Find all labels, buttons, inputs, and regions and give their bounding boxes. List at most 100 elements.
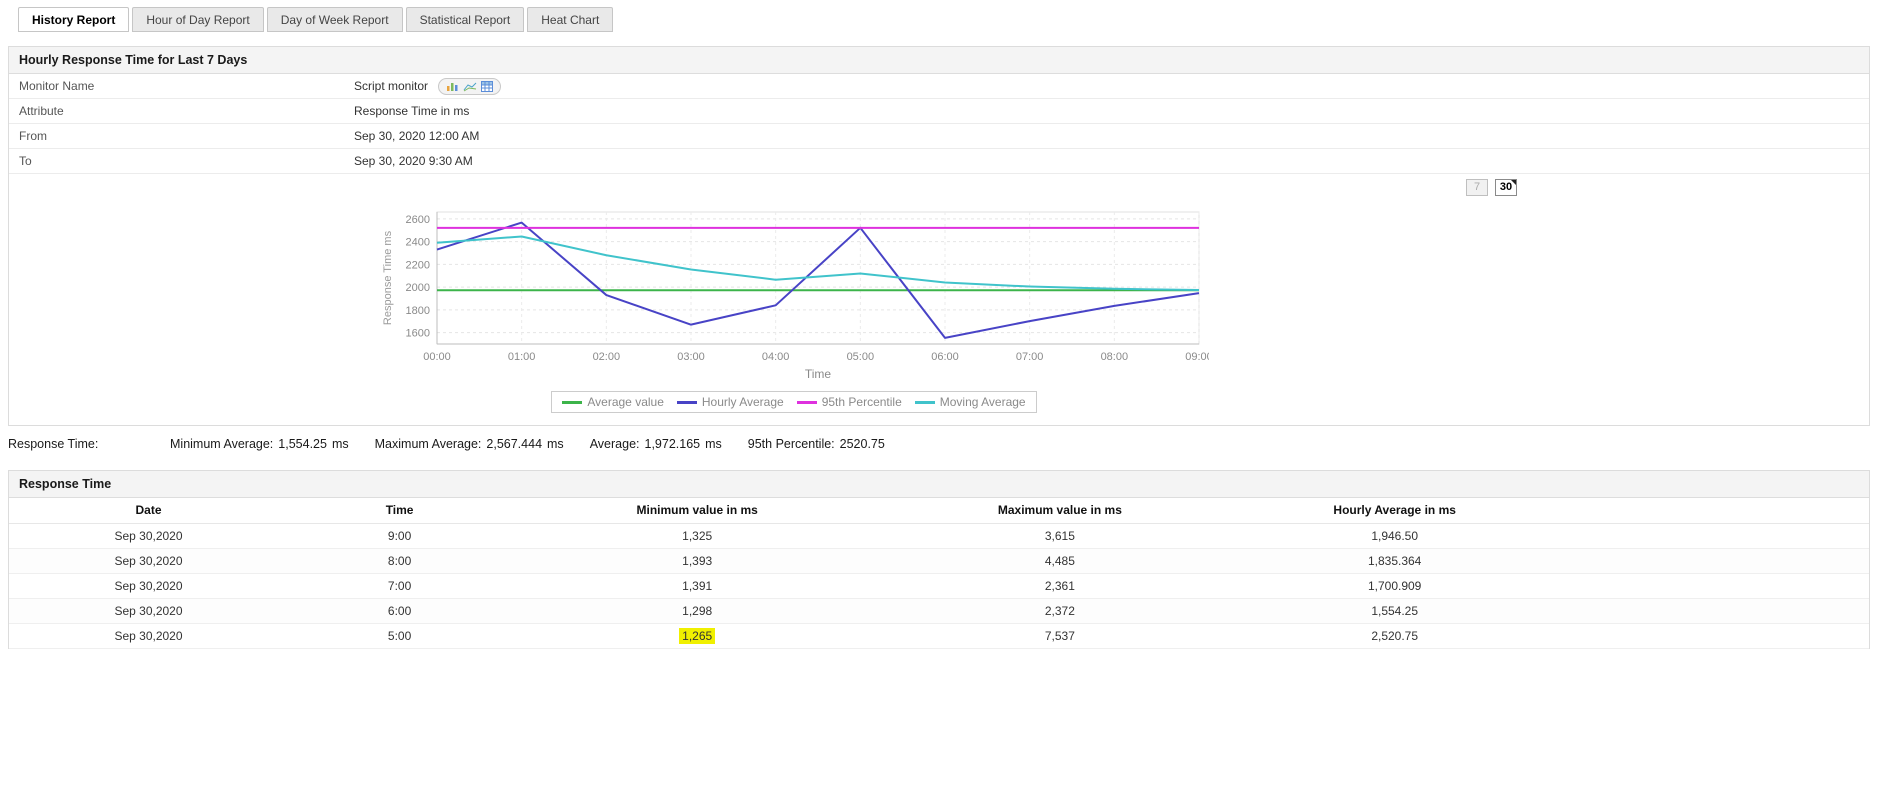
min-value-cell: 1,265 bbox=[511, 623, 883, 648]
time-cell: 5:00 bbox=[387, 628, 412, 643]
period-button-7[interactable]: 7 bbox=[1466, 179, 1488, 196]
column-header-maximum-value-in-ms: Maximum value in ms bbox=[883, 498, 1237, 524]
svg-text:1600: 1600 bbox=[406, 328, 430, 340]
bar-chart-icon[interactable] bbox=[446, 81, 459, 92]
min-value-cell: 1,298 bbox=[682, 603, 713, 618]
svg-text:2200: 2200 bbox=[406, 259, 430, 271]
hourly-average-cell: 1,946.50 bbox=[1371, 528, 1419, 543]
summary-item-value: 1,554.25 bbox=[278, 437, 327, 451]
response-time-table: Date Time Minimum value in ms Maximum value… bbox=[9, 498, 1869, 649]
legend-item-95th-percentile[interactable]: 95th Percentile bbox=[796, 395, 902, 409]
summary-item-unit: ms bbox=[331, 437, 349, 451]
column-header-minimum-value-in-ms: Minimum value in ms bbox=[511, 498, 884, 524]
line-chart-icon[interactable] bbox=[463, 81, 477, 92]
report-panel-title: Hourly Response Time for Last 7 Days bbox=[9, 47, 1869, 74]
chart-type-switcher[interactable] bbox=[438, 77, 502, 95]
time-cell: 6:00 bbox=[387, 603, 412, 618]
table-icon[interactable] bbox=[481, 80, 494, 92]
summary-item-value: 2,567.444 bbox=[486, 437, 543, 451]
max-value-cell: 7,537 bbox=[1044, 628, 1075, 643]
summary-items: Minimum Average: 1,554.25 ms Maximum Averag… bbox=[170, 437, 916, 451]
svg-text:06:00: 06:00 bbox=[931, 351, 959, 363]
info-label: Monitor Name bbox=[19, 79, 95, 93]
highlighted-min-value: 1,265 bbox=[679, 627, 716, 644]
max-value-cell: 2,361 bbox=[1044, 578, 1075, 593]
info-label: Attribute bbox=[19, 104, 64, 118]
chart-section: 7 30 1600 1800 2000 2200 2400 2600 00:00 01:00 02… bbox=[9, 174, 1869, 425]
legend-item-average-value[interactable]: Average value bbox=[562, 395, 664, 409]
info-row-to: To Sep 30, 2020 9:30 AM bbox=[9, 149, 1869, 174]
period-buttons: 7 30 bbox=[1466, 179, 1517, 196]
report-info-table: Monitor Name Script monitor Attribute Respo… bbox=[9, 74, 1869, 174]
response-time-chart: 1600 1800 2000 2200 2400 2600 00:00 01:00 02:00 0… bbox=[379, 204, 1213, 387]
hourly-average-cell: 2,520.75 bbox=[1371, 628, 1419, 643]
history-report-panel: Hourly Response Time for Last 7 Days Mon… bbox=[8, 46, 1870, 426]
info-value-text: Sep 30, 2020 9:30 AM bbox=[354, 154, 473, 168]
min-value-cell: 1,393 bbox=[682, 553, 713, 568]
summary-item-average: Average: 1,972.165 ms bbox=[590, 437, 722, 451]
tab-day-of-week-report[interactable]: Day of Week Report bbox=[266, 7, 403, 32]
legend-item-moving-average[interactable]: Moving Average bbox=[914, 395, 1026, 409]
table-row: Sep 30,2020 7:00 1,391 2,361 1,700.909 bbox=[9, 573, 1869, 598]
table-header-row: Date Time Minimum value in ms Maximum value… bbox=[9, 498, 1869, 524]
min-value-cell: 1,325 bbox=[682, 528, 713, 543]
table-row: Sep 30,2020 9:00 1,325 3,615 1,946.50 bbox=[9, 523, 1869, 548]
summary-item-label: Minimum Average: bbox=[170, 437, 274, 451]
time-cell: 9:00 bbox=[387, 528, 412, 543]
info-label: To bbox=[19, 154, 32, 168]
chart-wrap: 1600 1800 2000 2200 2400 2600 00:00 01:00 02:00 0… bbox=[379, 204, 1213, 413]
summary-item-maximum-average: Maximum Average: 2,567.444 ms bbox=[375, 437, 564, 451]
info-label: From bbox=[19, 129, 47, 143]
svg-text:Time: Time bbox=[805, 367, 832, 381]
max-value-cell: 4,485 bbox=[1044, 553, 1075, 568]
summary-label: Response Time: bbox=[8, 437, 99, 451]
svg-text:01:00: 01:00 bbox=[508, 351, 536, 363]
period-button-30[interactable]: 30 bbox=[1495, 179, 1517, 196]
summary-item-unit: ms bbox=[705, 437, 722, 451]
summary-item-unit: ms bbox=[547, 437, 564, 451]
period-button-arrow-icon bbox=[1511, 180, 1516, 185]
legend-label: Moving Average bbox=[939, 395, 1026, 409]
svg-text:08:00: 08:00 bbox=[1101, 351, 1129, 363]
svg-text:04:00: 04:00 bbox=[762, 351, 790, 363]
legend-label: 95th Percentile bbox=[821, 395, 902, 409]
tab-statistical-report[interactable]: Statistical Report bbox=[405, 7, 525, 32]
legend-item-hourly-average[interactable]: Hourly Average bbox=[676, 395, 784, 409]
tab-heat-chart[interactable]: Heat Chart bbox=[527, 7, 614, 32]
svg-text:Response Time ms: Response Time ms bbox=[382, 230, 394, 325]
summary-item-minimum-average: Minimum Average: 1,554.25 ms bbox=[170, 437, 349, 451]
column-header-date: Date bbox=[9, 498, 288, 524]
info-row-from: From Sep 30, 2020 12:00 AM bbox=[9, 124, 1869, 149]
info-row-attribute: Attribute Response Time in ms bbox=[9, 99, 1869, 124]
legend-label: Average value bbox=[587, 395, 664, 409]
info-value: Response Time in ms bbox=[354, 104, 469, 118]
max-value-cell: 3,615 bbox=[1044, 528, 1075, 543]
svg-text:03:00: 03:00 bbox=[677, 351, 705, 363]
info-value-text: Script monitor bbox=[354, 79, 429, 93]
svg-text:07:00: 07:00 bbox=[1016, 351, 1044, 363]
tab-history-report[interactable]: History Report bbox=[18, 7, 130, 32]
info-value-text: Sep 30, 2020 12:00 AM bbox=[354, 129, 480, 143]
legend-swatch-icon bbox=[562, 400, 583, 404]
info-row-monitor-name: Monitor Name Script monitor bbox=[9, 74, 1869, 99]
summary-strip: Response Time: Minimum Average: 1,554.25 m… bbox=[0, 426, 1878, 464]
svg-text:2400: 2400 bbox=[406, 237, 430, 249]
info-value-text: Response Time in ms bbox=[354, 104, 470, 118]
summary-item-value: 2520.75 bbox=[839, 437, 885, 451]
table-panel-title: Response Time bbox=[9, 471, 1869, 498]
table-row: Sep 30,2020 5:00 1,265 7,537 2,520.75 bbox=[9, 623, 1869, 648]
table-row: Sep 30,2020 6:00 1,298 2,372 1,554.25 bbox=[9, 598, 1869, 623]
info-value: Sep 30, 2020 12:00 AM bbox=[354, 129, 479, 143]
svg-text:02:00: 02:00 bbox=[593, 351, 621, 363]
hourly-average-cell: 1,700.909 bbox=[1367, 578, 1422, 593]
svg-text:2600: 2600 bbox=[406, 214, 430, 226]
svg-text:1800: 1800 bbox=[406, 305, 430, 317]
summary-item-95th-percentile: 95th Percentile: 2520.75 bbox=[748, 437, 890, 451]
hourly-average-cell: 1,835.364 bbox=[1367, 553, 1422, 568]
max-value-cell: 2,372 bbox=[1044, 603, 1075, 618]
tab-hour-of-day-report[interactable]: Hour of Day Report bbox=[132, 7, 264, 32]
summary-item-label: Maximum Average: bbox=[374, 437, 482, 451]
info-value: Sep 30, 2020 9:30 AM bbox=[354, 154, 473, 168]
date-cell: Sep 30,2020 bbox=[114, 528, 183, 543]
date-cell: Sep 30,2020 bbox=[114, 553, 183, 568]
